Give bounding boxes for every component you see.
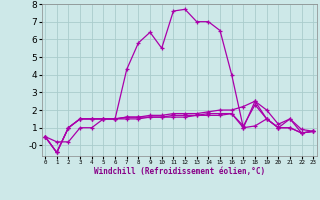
X-axis label: Windchill (Refroidissement éolien,°C): Windchill (Refroidissement éolien,°C) — [94, 167, 265, 176]
